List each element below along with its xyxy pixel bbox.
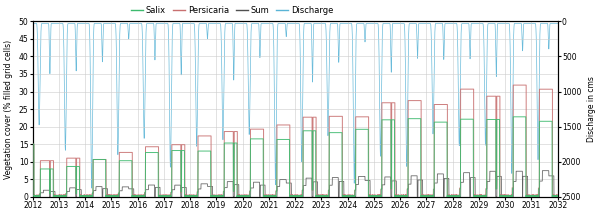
Y-axis label: Discharge in cms: Discharge in cms [587,76,596,142]
Y-axis label: Vegetation cover (% filled grid cells): Vegetation cover (% filled grid cells) [4,39,13,179]
Legend: Salix, Persicaria, Sum, Discharge: Salix, Persicaria, Sum, Discharge [128,3,337,18]
